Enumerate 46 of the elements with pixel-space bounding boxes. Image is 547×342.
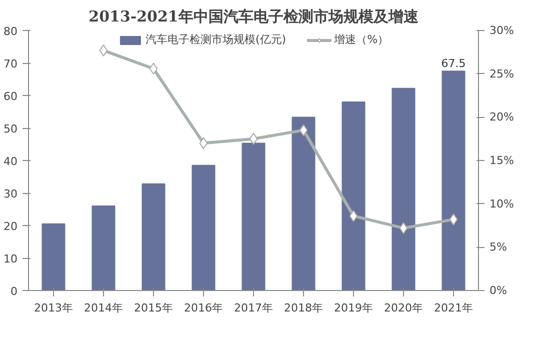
x-tick-label: 2016年	[184, 302, 224, 314]
y2-tick-label: 30%	[490, 24, 514, 37]
x-tick-label: 2017年	[234, 302, 274, 314]
bar	[42, 223, 66, 290]
y-tick-label: 50	[4, 122, 18, 136]
y2-tick-label: 20%	[490, 110, 514, 124]
x-tick-label: 2014年	[84, 302, 124, 314]
y2-tick-label: 0%	[490, 284, 507, 297]
bar	[242, 142, 266, 290]
bar	[442, 70, 466, 290]
y2-tick-label: 10%	[490, 197, 514, 210]
point	[299, 124, 308, 136]
y-tick-label: 10	[4, 252, 18, 266]
point	[399, 222, 408, 234]
x-tick-label: 2013年	[34, 302, 74, 314]
point	[449, 213, 458, 226]
bar	[192, 164, 216, 290]
x-tick-label: 2020年	[384, 302, 424, 314]
y-tick-label: 80	[4, 25, 18, 38]
point	[349, 210, 358, 222]
point	[99, 44, 108, 56]
legend-label: 增速（%）	[334, 32, 389, 47]
x-tick-label: 2019年	[334, 302, 374, 314]
point	[199, 137, 208, 150]
bar	[142, 183, 166, 290]
y-tick-label: 70	[4, 58, 18, 70]
y2-tick-label: 25%	[490, 67, 514, 80]
bar	[292, 116, 316, 290]
bar	[92, 206, 116, 290]
y-tick-label: 20	[4, 220, 18, 233]
x-tick-label: 2021年	[434, 302, 474, 314]
y-tick-label: 60	[4, 90, 18, 103]
y-tick-label: 40	[4, 155, 18, 168]
y2-tick-label: 15%	[490, 154, 514, 167]
bar	[392, 88, 416, 290]
legend-label: 汽车电子检测市场规模(亿元)	[145, 32, 286, 47]
data-label: 67.5	[441, 57, 466, 70]
chart-title: 2013-2021年中国汽车电子检测市场规模及增速	[88, 8, 420, 26]
y-tick-label: 0	[10, 285, 18, 298]
x-tick-label: 2015年	[134, 302, 174, 314]
bar	[342, 102, 366, 290]
x-tick-label: 2018年	[284, 302, 324, 314]
point	[249, 132, 258, 145]
y-tick-label: 30	[4, 188, 18, 200]
y2-tick-label: 5%	[490, 240, 507, 254]
point	[149, 62, 158, 75]
